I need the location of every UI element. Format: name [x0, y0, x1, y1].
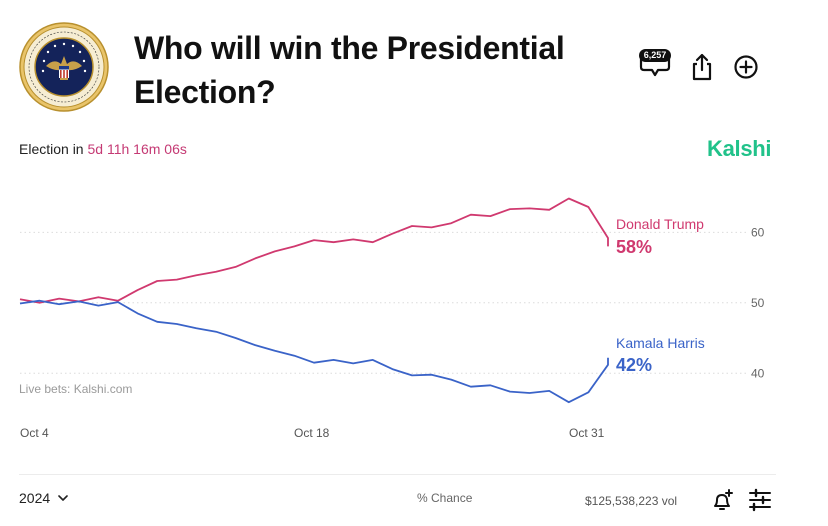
- year-selector[interactable]: 2024: [19, 490, 68, 506]
- series-line-donald-trump: [19, 197, 609, 304]
- series-value-label: 42%: [616, 355, 652, 375]
- price-chart: 40 50 60 Oct 4 Oct 18 Oct 31 Live bets: Kalshi…: [19, 197, 765, 440]
- y-tick-label: 60: [751, 225, 765, 239]
- kalshi-logo[interactable]: Kalshi: [707, 136, 772, 161]
- series-line-kamala-harris: [19, 299, 609, 404]
- x-tick-label: Oct 18: [294, 426, 330, 440]
- series-name-label: Kamala Harris: [616, 335, 705, 351]
- chart-settings-button[interactable]: [748, 488, 772, 512]
- trade-volume: $125,538,223 vol: [585, 494, 678, 508]
- share-icon: [692, 53, 712, 81]
- year-label: 2024: [19, 490, 51, 506]
- y-tick-label: 50: [751, 296, 765, 310]
- election-countdown: Election in 5d 11h 16m 06s: [19, 141, 187, 157]
- add-to-watchlist-button[interactable]: [733, 54, 759, 80]
- market-title: Who will win the Presidential Election?: [134, 30, 565, 110]
- countdown-time: 5d 11h 16m 06s: [87, 141, 187, 157]
- series-name-label: Donald Trump: [616, 216, 704, 232]
- countdown-label: Election in: [19, 141, 84, 157]
- plus-circle-icon: [734, 55, 758, 79]
- series-value-label: 58%: [616, 237, 652, 257]
- comments-button[interactable]: 6,257: [638, 48, 672, 82]
- share-button[interactable]: [689, 52, 715, 82]
- chart-mode-toggle[interactable]: % Chance: [417, 491, 473, 505]
- sliders-icon: [749, 488, 771, 512]
- footer-divider: [19, 474, 776, 475]
- bell-plus-icon: [714, 489, 733, 510]
- chevron-down-icon: [58, 494, 68, 501]
- chart-annotation: Live bets: Kalshi.com: [19, 382, 132, 396]
- y-tick-label: 40: [751, 366, 765, 380]
- x-tick-label: Oct 31: [569, 426, 605, 440]
- presidential-seal-icon: [19, 22, 109, 112]
- comment-count: 6,257: [639, 49, 671, 62]
- set-alert-button[interactable]: [710, 488, 734, 512]
- x-tick-label: Oct 4: [20, 426, 49, 440]
